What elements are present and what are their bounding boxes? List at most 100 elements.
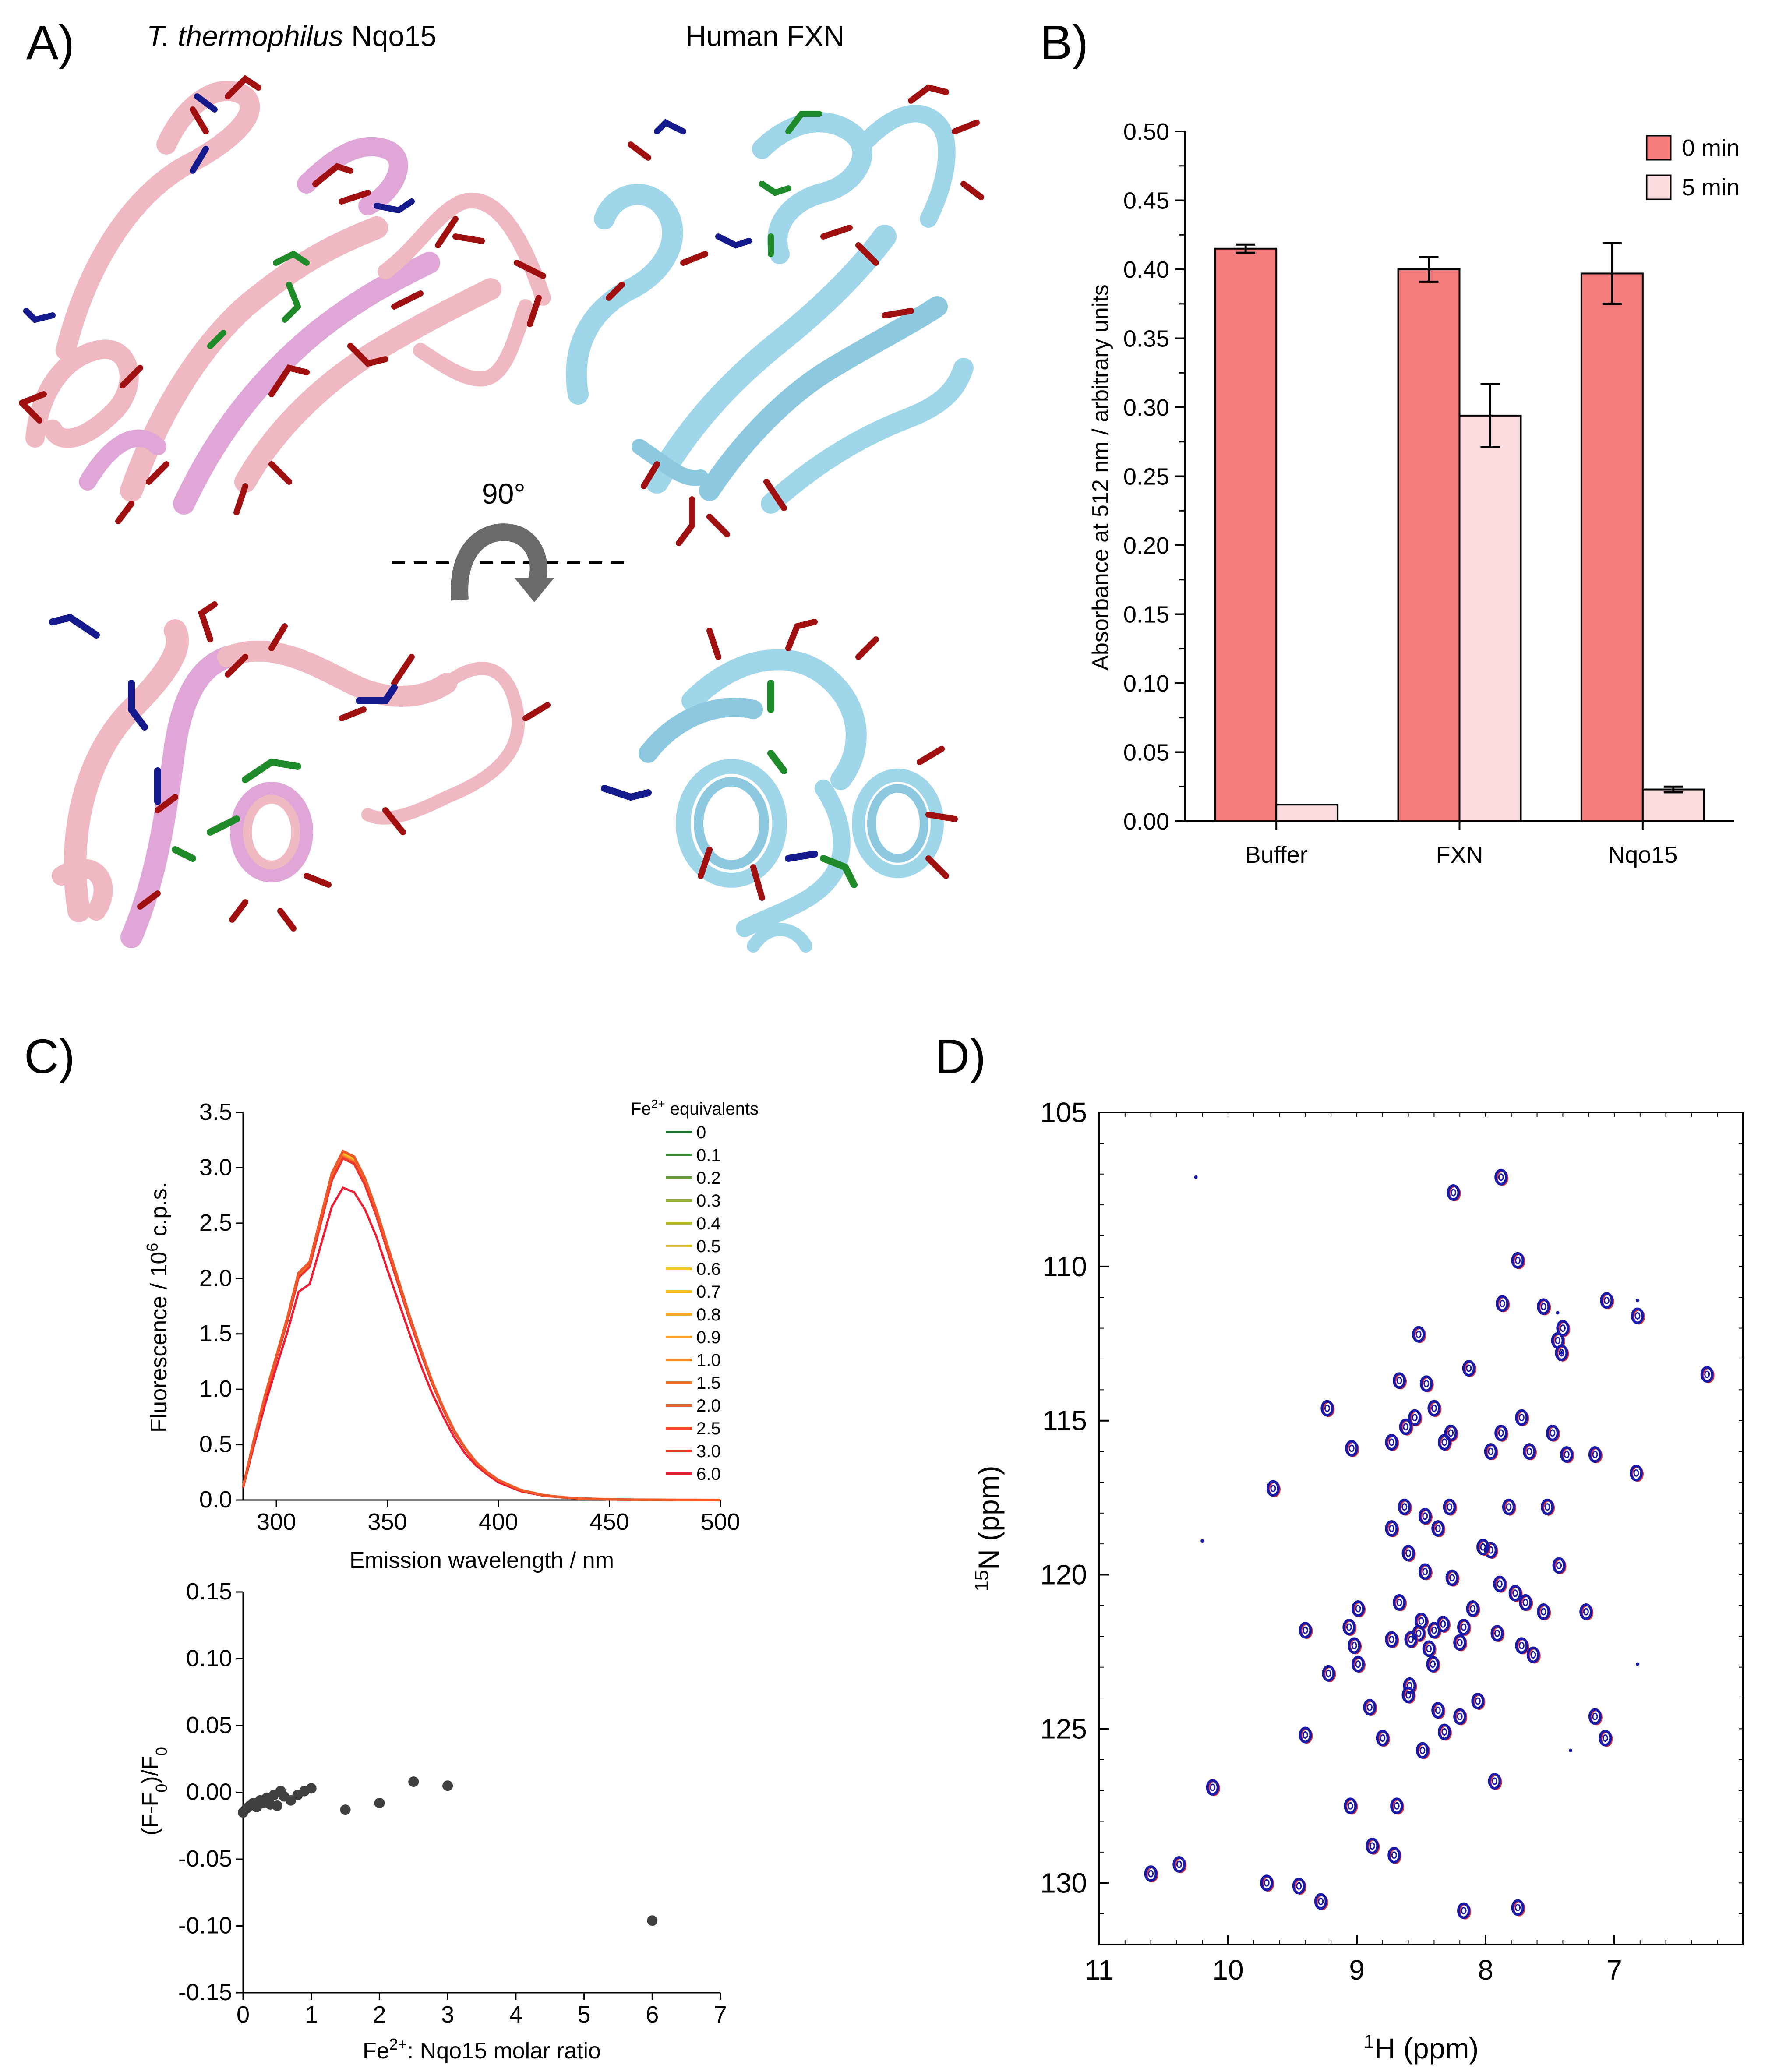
panel-c-ratio-xlabel-sup: 2+ (389, 2035, 407, 2053)
nqo15-title-protein: Nqo15 (343, 20, 437, 52)
panel-b-label: B) (1040, 16, 1088, 70)
panel-b-legend: 0 min 5 min (1646, 135, 1740, 201)
d-xtick-label: 8 (1478, 1954, 1493, 1986)
d-peak-blue (1537, 1298, 1550, 1315)
d-peak-inner (1480, 1543, 1486, 1551)
c1-ytick-label: 3.0 (199, 1154, 232, 1180)
c2-xtick-label: 1 (305, 2001, 318, 2028)
c1-xtick-label: 350 (367, 1509, 407, 1535)
d-peak-blue (1466, 1600, 1479, 1617)
d-peak-inner (1394, 1802, 1400, 1810)
c1-xtick-label: 400 (479, 1509, 518, 1535)
nqo15-title-species: T. thermophilus (147, 20, 343, 52)
b-ytick-label: 0.40 (1123, 257, 1169, 283)
d-peak-blue (1172, 1856, 1186, 1873)
rotation-indicator: 90° (392, 477, 626, 602)
d-peak-inner (1497, 1580, 1503, 1588)
d-peak-minor (1635, 1299, 1639, 1303)
d-xtick-label: 9 (1349, 1954, 1365, 1986)
d-peak-inner (1457, 1638, 1463, 1646)
d-peak-inner (1388, 1635, 1394, 1643)
c2-ytick-label: 0.00 (186, 1779, 232, 1805)
d-peak-blue (1320, 1400, 1334, 1417)
b-ytick-label: 0.00 (1123, 808, 1169, 835)
d-peak-blue (1443, 1498, 1456, 1515)
c2-point (442, 1780, 453, 1791)
nqo15-title: T. thermophilus Nqo15 (147, 20, 437, 52)
rotation-label: 90° (482, 477, 526, 510)
d-peak-blue (1314, 1893, 1327, 1910)
d-peak-blue (1462, 1360, 1475, 1377)
d-peak-blue (1502, 1498, 1515, 1515)
d-peak-blue (1418, 1507, 1432, 1525)
d-peak-minor (1560, 1351, 1564, 1355)
d-peak-blue (1393, 1594, 1406, 1611)
b-xtick-label: Buffer (1245, 842, 1308, 868)
d-peak-blue (1600, 1292, 1613, 1309)
panel-c-spectra-xlabel: Emission wavelength / nm (349, 1548, 614, 1573)
d-peak-inner (1412, 1414, 1418, 1422)
d-peak-blue (1579, 1603, 1593, 1620)
c2-xtick-label: 0 (237, 2001, 250, 2028)
b-ytick-label: 0.10 (1123, 671, 1169, 697)
c1-legend-label: 0.4 (696, 1214, 721, 1233)
c2-point (408, 1776, 419, 1787)
c1-trace-0.4 (242, 1151, 721, 1501)
d-peak-blue (1453, 1634, 1467, 1651)
d-peak-inner (1351, 1641, 1357, 1649)
d-peak-inner (1355, 1605, 1361, 1613)
d-peak-blue (1447, 1184, 1460, 1201)
d-peak-inner (1302, 1731, 1308, 1739)
d-peak-blue (1351, 1655, 1365, 1673)
d-peak-minor (1556, 1311, 1560, 1315)
d-peak-minor (1635, 1662, 1639, 1666)
d-peak-inner (1348, 1444, 1355, 1452)
b-ytick-label: 0.25 (1123, 464, 1169, 490)
d-peak-inner (1391, 1851, 1397, 1859)
c1-ytick-label: 2.5 (199, 1210, 232, 1236)
d-peak-blue (1427, 1400, 1441, 1417)
c1-trace-0 (242, 1150, 721, 1501)
d-peak-blue (1408, 1409, 1422, 1426)
d-peak-inner (1415, 1331, 1422, 1338)
d-peak-inner (1515, 1904, 1521, 1912)
c1-xtick-label: 450 (589, 1509, 629, 1535)
d-peak-blue (1522, 1443, 1536, 1460)
d-peak-blue (1488, 1773, 1501, 1790)
c1-legend-label: 2.0 (696, 1396, 721, 1415)
d-peak-blue (1556, 1320, 1570, 1337)
b-bar-0-min (1214, 247, 1278, 822)
d-peak-blue (1260, 1874, 1274, 1892)
b-bar-0-min (1580, 272, 1644, 822)
d-peak-inner (1544, 1503, 1550, 1511)
d-peak-inner (1518, 1414, 1525, 1422)
b-legend-swatch (1646, 174, 1672, 200)
d-peak-blue (1629, 1465, 1643, 1482)
d-peak-inner (1530, 1651, 1536, 1659)
d-peak-inner (1396, 1377, 1402, 1384)
d-peak-blue (1398, 1498, 1411, 1515)
d-peak-blue (1508, 1585, 1522, 1602)
d-peak-blue (1511, 1899, 1525, 1916)
d-peak-blue (1144, 1865, 1158, 1882)
c1-legend-label: 0.3 (696, 1191, 721, 1211)
c2-ytick-label: 0.15 (186, 1578, 232, 1605)
c1-legend-label: 0.9 (696, 1328, 721, 1347)
b-xtick-label: Nqo15 (1608, 842, 1677, 868)
panel-c-ratio-xlabel-a: Fe (363, 2038, 389, 2064)
c2-point (647, 1915, 658, 1926)
c2-xtick-label: 4 (509, 2001, 522, 2028)
d-peak-blue (1511, 1252, 1525, 1269)
d-peak-blue (1385, 1520, 1398, 1537)
b-ytick-label: 0.30 (1123, 395, 1169, 421)
d-peak-blue (1390, 1797, 1404, 1814)
d-peak-inner (1451, 1189, 1456, 1197)
d-peak-inner (1388, 1525, 1394, 1532)
d-peak-inner (1499, 1299, 1505, 1307)
b-ytick-label: 0.20 (1123, 533, 1169, 559)
panel-c-ratio-ylabel: (F-F0)/F0 (138, 1747, 170, 1836)
d-peak-blue (1404, 1631, 1418, 1648)
c2-point (272, 1800, 282, 1811)
b-legend-label: 5 min (1682, 174, 1740, 201)
d-peak-inner (1633, 1469, 1639, 1477)
